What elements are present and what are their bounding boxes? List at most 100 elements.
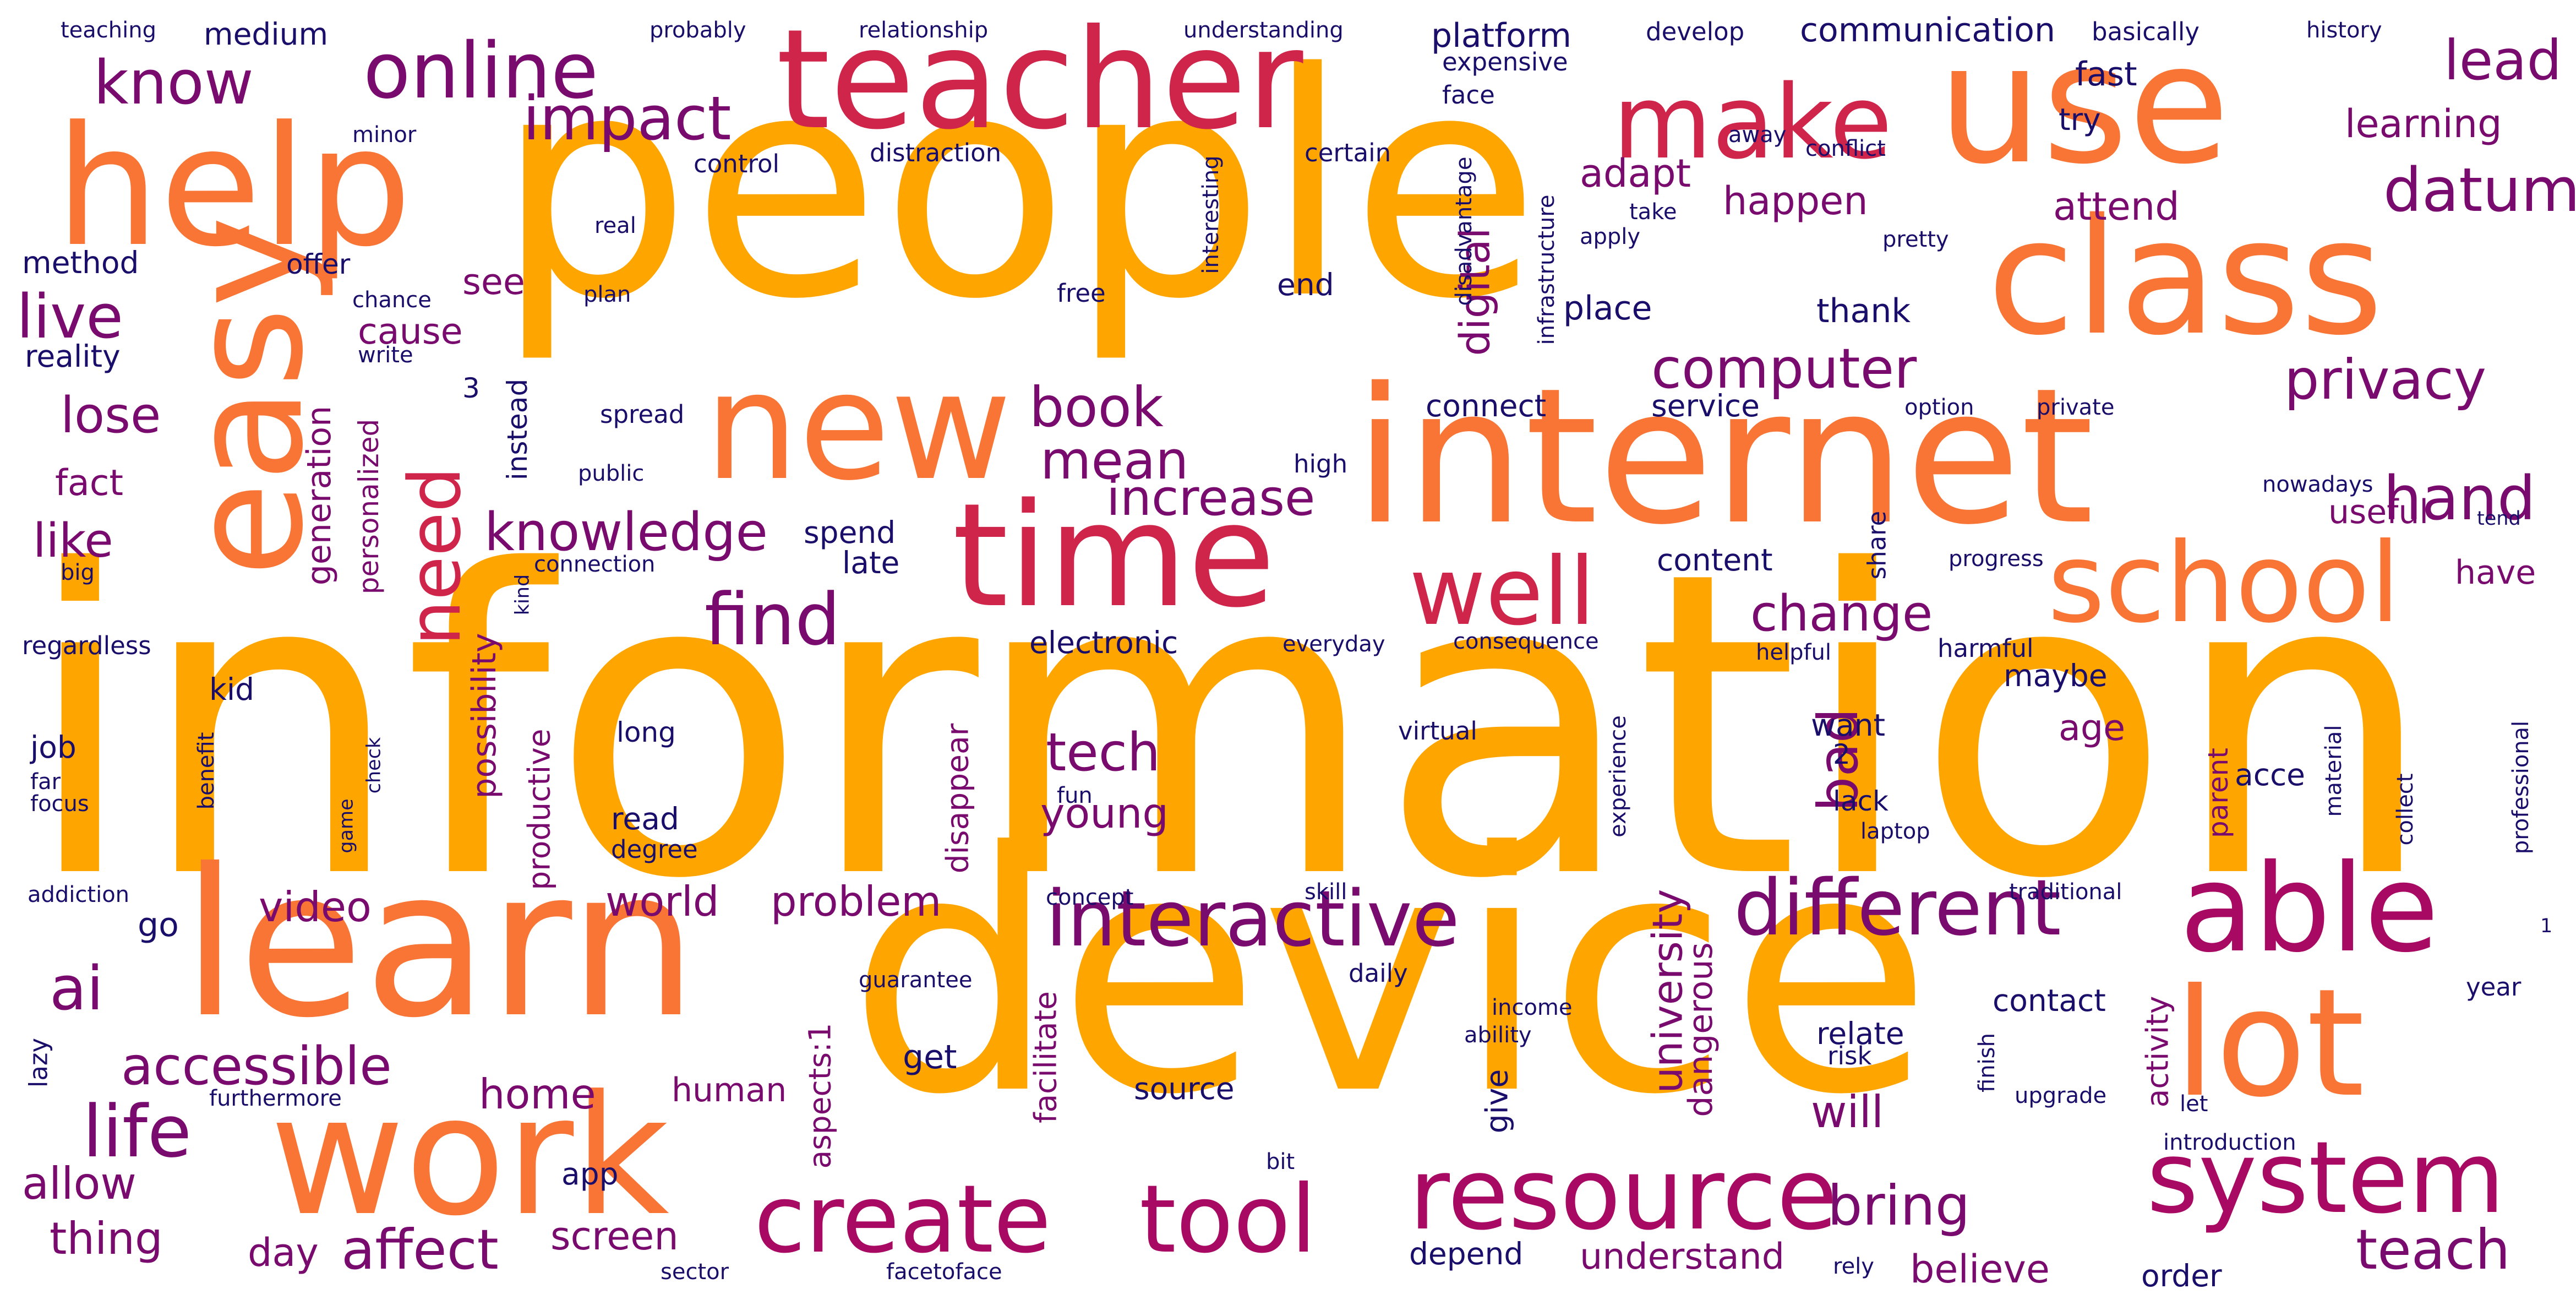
cloud-word: service [1651, 388, 1760, 423]
cloud-word: computer [1651, 336, 1917, 401]
cloud-word: ai [50, 953, 103, 1024]
cloud-word: let [2180, 1091, 2208, 1117]
cloud-word: public [578, 461, 645, 486]
cloud-word: everyday [1282, 632, 1385, 657]
cloud-word: plan [583, 282, 631, 307]
cloud-word: check [363, 737, 385, 794]
cloud-word: tend [2477, 508, 2521, 530]
cloud-word: benefit [194, 732, 219, 810]
cloud-word: furthermore [209, 1086, 342, 1111]
cloud-word: big [61, 560, 95, 585]
cloud-word: internet [1354, 348, 2094, 566]
cloud-word: 3 [462, 372, 480, 404]
cloud-word: age [2059, 708, 2126, 749]
cloud-word: need [393, 466, 477, 646]
cloud-word: 2 [1833, 738, 1851, 770]
cloud-word: instead [501, 378, 533, 481]
cloud-word: system [2147, 1121, 2505, 1236]
cloud-word: professional [2508, 720, 2534, 855]
cloud-word: real [594, 213, 636, 238]
cloud-word: disadvantage [1451, 156, 1477, 306]
cloud-word: book [1029, 375, 1164, 439]
cloud-word: electronic [1029, 625, 1178, 660]
cloud-word: learn [182, 826, 698, 1063]
cloud-word: medium [204, 17, 329, 52]
cloud-word: spend [804, 515, 896, 550]
cloud-word: far [30, 769, 61, 795]
cloud-word: help [55, 91, 412, 283]
cloud-word: history [2306, 18, 2382, 43]
cloud-word: reality [25, 339, 121, 374]
cloud-word: daily [1349, 959, 1408, 988]
cloud-word: conflict [1805, 136, 1886, 161]
cloud-word: fun [1057, 783, 1093, 808]
cloud-word: like [33, 514, 113, 568]
cloud-word: want [1811, 708, 1886, 743]
cloud-word: method [22, 245, 139, 280]
cloud-word: focus [30, 791, 89, 817]
cloud-word: expensive [1442, 47, 1568, 77]
cloud-word: relationship [859, 18, 989, 43]
cloud-word: communication [1800, 11, 2056, 50]
cloud-word: addiction [28, 882, 130, 907]
cloud-word: private [2037, 395, 2115, 420]
cloud-word: certain [1305, 138, 1391, 167]
cloud-word: degree [611, 835, 698, 864]
cloud-word: high [1294, 449, 1348, 479]
cloud-word: lack [1833, 785, 1889, 817]
cloud-word: use [1938, 8, 2230, 200]
cloud-word: happen [1723, 178, 1868, 224]
cloud-word: income [1492, 995, 1573, 1020]
cloud-word: kind [511, 574, 534, 616]
cloud-word: get [903, 1038, 957, 1076]
cloud-word: possibility [465, 633, 504, 799]
cloud-word: develop [1646, 17, 1745, 46]
cloud-word: upgrade [2015, 1083, 2107, 1108]
cloud-word: facetoface [886, 1259, 1002, 1285]
cloud-word: skill [1305, 879, 1347, 905]
cloud-word: will [1811, 1086, 1884, 1138]
cloud-word: make [1613, 63, 1892, 182]
cloud-word: game [335, 798, 358, 853]
cloud-word: facilitate [1028, 991, 1063, 1123]
cloud-word: understand [1580, 1236, 1785, 1277]
cloud-word: chance [352, 287, 432, 313]
cloud-word: depend [1409, 1236, 1524, 1271]
cloud-word: adapt [1580, 151, 1691, 196]
cloud-word: knowledge [484, 502, 768, 563]
cloud-word: virtual [1398, 716, 1477, 746]
cloud-word: infrastructure [1534, 194, 1559, 345]
cloud-word: finish [1974, 1033, 2000, 1092]
cloud-word: work [270, 1060, 669, 1252]
cloud-word: collect [2393, 773, 2418, 846]
cloud-word: aspects:1 [802, 1023, 838, 1169]
cloud-word: late [842, 545, 900, 580]
cloud-word: information [22, 483, 2437, 970]
cloud-word: place [1563, 289, 1652, 328]
cloud-word: tool [1139, 1165, 1317, 1274]
cloud-word: dangerous [1682, 942, 1720, 1117]
cloud-word: connect [1426, 388, 1547, 423]
cloud-word: app [561, 1156, 619, 1192]
cloud-word: hand [2383, 463, 2536, 534]
cloud-word: take [1629, 199, 1677, 225]
cloud-word: create [754, 1165, 1051, 1274]
cloud-word: read [611, 801, 679, 836]
cloud-word: apply [1580, 224, 1641, 249]
cloud-word: human [672, 1071, 787, 1110]
cloud-word: thing [50, 1213, 163, 1264]
cloud-word: risk [1827, 1041, 1872, 1070]
cloud-word: impact [523, 83, 732, 154]
cloud-word: people [495, 8, 1541, 367]
cloud-word: bit [1266, 1149, 1295, 1174]
cloud-word: privacy [2284, 347, 2486, 412]
cloud-word: basically [2092, 17, 2200, 46]
cloud-word: kid [209, 672, 255, 707]
cloud-word: material [2321, 725, 2346, 817]
cloud-word: increase [1106, 469, 1316, 527]
cloud-word: guarantee [859, 967, 973, 993]
cloud-word: believe [1910, 1247, 2050, 1292]
cloud-word: resource [1409, 1137, 1838, 1252]
cloud-word: write [358, 342, 413, 368]
